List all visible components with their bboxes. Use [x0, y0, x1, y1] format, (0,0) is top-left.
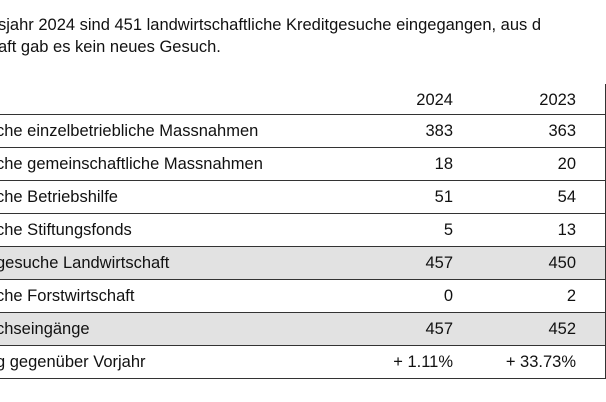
table-row-total: chseingänge 457 452 [0, 313, 606, 346]
intro-line-1: sjahr 2024 sind 451 landwirtschaftliche … [0, 16, 542, 34]
table-row: che Forstwirtschaft 0 2 [0, 280, 606, 313]
row-value-2024: 457 [425, 253, 453, 272]
row-value-2023: 363 [548, 121, 576, 140]
row-value-2023: + 33.73% [505, 352, 576, 371]
row-label: che einzelbetriebliche Massnahmen [0, 121, 259, 140]
intro-line-2: aft gab es kein neues Gesuch. [0, 38, 221, 56]
row-label: gesuche Landwirtschaft [0, 253, 170, 272]
row-value-2023: 452 [548, 319, 576, 338]
row-value-2024: 5 [443, 220, 453, 239]
row-value-2023: 13 [557, 220, 576, 239]
row-value-2023: 54 [557, 187, 576, 206]
table-row-change: g gegenüber Vorjahr + 1.11% + 33.73% [0, 346, 606, 379]
row-value-2023: 20 [557, 154, 576, 173]
header-2023: 2023 [539, 91, 576, 109]
table-row-subtotal: gesuche Landwirtschaft 457 450 [0, 247, 606, 280]
row-label: g gegenüber Vorjahr [0, 352, 146, 371]
row-label: che gemeinschaftliche Massnahmen [0, 154, 263, 173]
row-value-2024: 51 [434, 187, 453, 206]
row-value-2024: 0 [443, 286, 453, 305]
row-label: che Betriebshilfe [0, 187, 118, 206]
table-row: che einzelbetriebliche Massnahmen 383 36… [0, 115, 606, 148]
row-label: che Forstwirtschaft [0, 286, 135, 305]
table-row: che Stiftungsfonds 5 13 [0, 214, 606, 247]
intro-text: sjahr 2024 sind 451 landwirtschaftliche … [0, 14, 541, 58]
row-label: che Stiftungsfonds [0, 220, 132, 239]
row-value-2024: 18 [434, 154, 453, 173]
row-value-2024: 457 [425, 319, 453, 338]
table-row: che gemeinschaftliche Massnahmen 18 20 [0, 148, 606, 181]
table-row: che Betriebshilfe 51 54 [0, 181, 606, 214]
row-value-2023: 2 [566, 286, 576, 305]
row-value-2023: 450 [548, 253, 576, 272]
table-header: 2024 2023 [0, 84, 606, 115]
credit-requests-table: 2024 2023 che einzelbetriebliche Massnah… [0, 84, 606, 379]
header-2024: 2024 [416, 91, 453, 109]
row-label: chseingänge [0, 319, 90, 338]
row-value-2024: 383 [425, 121, 453, 140]
row-value-2024: + 1.11% [393, 352, 453, 371]
